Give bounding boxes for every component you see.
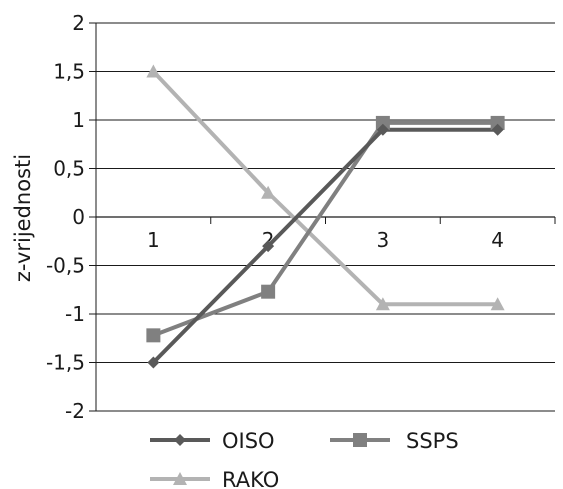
data-point-oiso	[147, 356, 160, 369]
y-tick-label: 2	[72, 11, 85, 35]
x-tick-label: 3	[377, 228, 390, 252]
data-point-oiso	[376, 123, 389, 136]
data-point-rako	[261, 185, 276, 199]
legend: OISO SSPS RAKO	[150, 429, 459, 489]
data-point-ssps	[375, 115, 390, 130]
legend-marker-oiso	[174, 434, 186, 446]
legend-label-ssps: SSPS	[406, 429, 459, 453]
series-line-ssps	[152, 120, 498, 338]
legend-marker-rako	[173, 472, 187, 485]
axes: 21,510,50-0,5-1-1,5-21 2 3 4	[46, 11, 556, 423]
legend-marker-ssps	[353, 433, 367, 447]
series-line-oiso	[151, 127, 498, 364]
y-tick-label: -1,5	[46, 351, 85, 375]
data-point-ssps	[261, 284, 276, 299]
series-lines	[151, 70, 498, 364]
x-tick-label: 1	[147, 228, 160, 252]
legend-label-oiso: OISO	[222, 429, 275, 453]
y-tick-label: 0	[72, 205, 85, 229]
gridlines	[96, 22, 555, 412]
data-point-oiso	[262, 240, 275, 253]
y-tick-label: 1	[72, 108, 85, 132]
data-point-ssps	[146, 328, 161, 343]
y-tick-label: 0,5	[53, 157, 85, 181]
data-point-oiso	[491, 123, 504, 136]
y-axis-title: z-vrijednosti	[11, 154, 35, 282]
x-tick-label: 4	[491, 228, 504, 252]
legend-label-rako: RAKO	[222, 468, 279, 489]
y-tick-label: -0,5	[46, 254, 85, 278]
data-point-rako	[490, 297, 505, 311]
data-point-ssps	[490, 115, 505, 130]
data-point-rako	[146, 64, 161, 78]
data-point-rako	[375, 297, 390, 311]
series-markers	[146, 64, 505, 369]
series-line-rako	[151, 70, 498, 307]
y-tick-label: -2	[65, 399, 85, 423]
y-tick-label: -1	[65, 302, 85, 326]
y-tick-label: 1,5	[53, 60, 85, 84]
